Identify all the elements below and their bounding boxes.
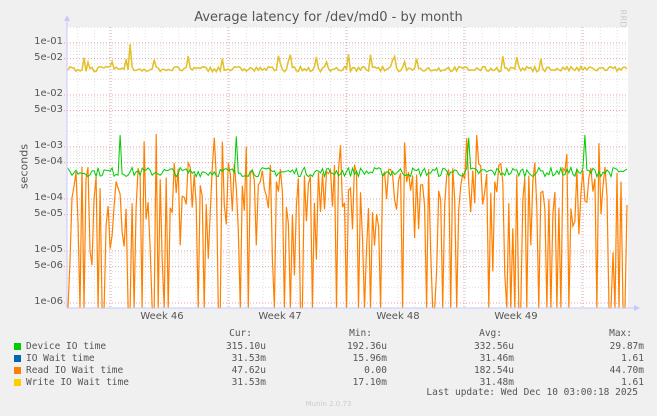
y-tick-label: 1e-01 [34,36,63,47]
swatch-yellow-icon [14,379,21,386]
y-tick-label: 1e-05 [34,244,63,255]
y-tick-label: 1e-03 [34,140,63,151]
legend-header-max: Max: [609,328,632,339]
swatch-blue-icon [14,355,21,362]
y-tick-label: 5e-04 [34,155,63,167]
y-tick-label: 1e-02 [34,88,63,99]
chart-title: Average latency for /dev/md0 - by month [194,10,463,25]
y-tick-label: 1e-04 [34,192,63,203]
legend-header-min: Min: [349,328,372,339]
legend-row-write-io-wait: Write IO Wait time 31.53m 17.10m 31.48m … [0,377,657,389]
y-tick-label: 1e-06 [34,296,63,307]
y-tick-label: 5e-03 [34,103,63,115]
last-update: Last update: Wed Dec 10 03:00:18 2025 [426,387,638,398]
y-tick-label: 5e-02 [34,51,63,63]
y-tick-label: 5e-05 [34,207,63,219]
legend-header-cur: Cur: [229,328,252,339]
x-tick-label: Week 48 [376,311,420,322]
x-tick-label: Week 49 [494,311,538,322]
legend-row-read-io-wait: Read IO Wait time 47.62u 0.00 182.54u 44… [0,365,657,377]
swatch-green-icon [14,343,21,350]
legend-header-avg: Avg: [479,328,502,339]
legend-row-device-io: Device IO time 315.10u 192.36u 332.56u 2… [0,341,657,353]
plot-area [64,15,640,311]
x-tick-label: Week 47 [258,311,302,322]
y-tick-label: 5e-06 [34,259,63,271]
munin-version: Munin 2.0.73 [305,400,352,408]
x-tick-label: Week 46 [140,311,184,322]
swatch-orange-icon [14,367,21,374]
legend-row-io-wait: IO Wait time 31.53m 15.96m 31.46m 1.61 [0,353,657,365]
